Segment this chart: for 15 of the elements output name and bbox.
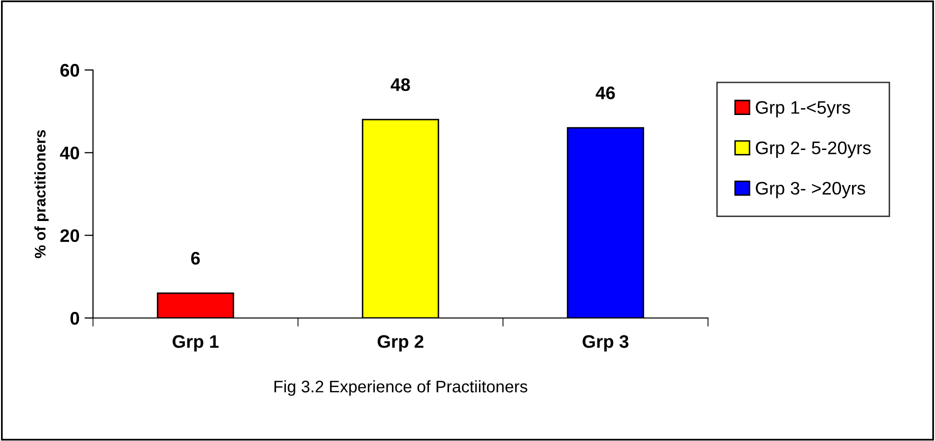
legend-label: Grp 2- 5-20yrs <box>756 141 871 158</box>
legend-label: Grp 1-<5yrs <box>756 101 850 118</box>
y-tick-label: 20 <box>60 229 80 242</box>
data-label: 46 <box>596 86 615 100</box>
y-tick-label: 60 <box>60 64 80 77</box>
legend-label: Grp 3- >20yrs <box>756 182 866 198</box>
caption: Fig 3.2 Experience of Practiitoners <box>274 380 528 396</box>
data-label: 48 <box>390 78 410 92</box>
y-axis-title: % of practitioners <box>34 130 49 258</box>
x-tick-label: Grp 3 <box>582 335 628 352</box>
x-tick-label: Grp 2 <box>378 335 424 352</box>
data-label: 6 <box>191 252 200 265</box>
y-tick-label: 40 <box>60 146 80 160</box>
y-tick-label: 0 <box>70 312 80 325</box>
x-tick-label: Grp 1 <box>172 335 219 352</box>
